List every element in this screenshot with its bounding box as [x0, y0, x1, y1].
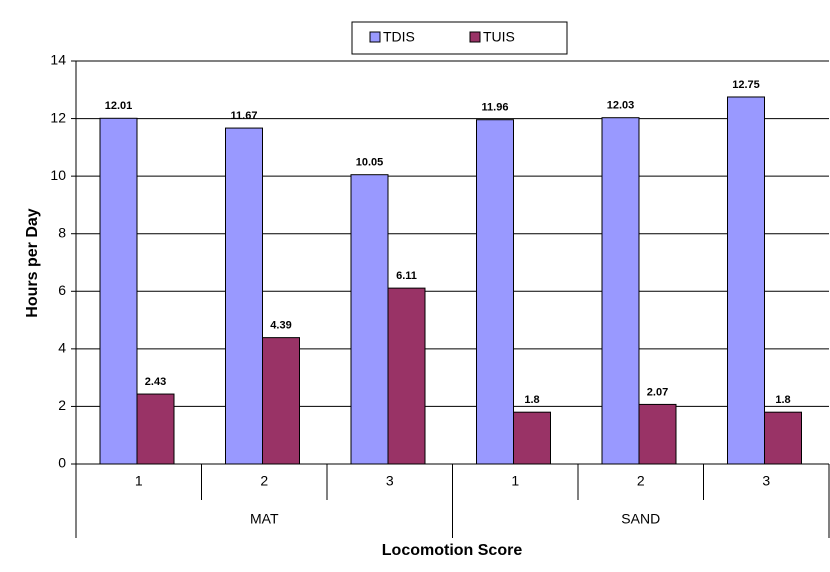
- value-label: 6.11: [396, 270, 417, 282]
- group-label: SAND: [621, 511, 660, 527]
- x-tick-label: 3: [386, 473, 394, 489]
- value-label: 12.03: [607, 100, 635, 112]
- value-label: 12.75: [732, 79, 760, 91]
- x-tick-label: 1: [511, 473, 519, 489]
- y-axis-title: Hours per Day: [24, 208, 41, 317]
- y-tick-label: 8: [58, 224, 66, 240]
- bar: [638, 403, 677, 465]
- x-tick-label: 3: [762, 473, 770, 489]
- x-tick-label: 2: [637, 473, 645, 489]
- bar: [99, 117, 138, 465]
- bar: [476, 119, 514, 465]
- bar: [513, 411, 551, 465]
- value-label: 2.43: [145, 376, 166, 388]
- bar: [225, 127, 263, 465]
- y-tick-label: 4: [58, 340, 66, 356]
- y-tick-label: 12: [50, 109, 66, 125]
- value-label: 1.8: [524, 394, 539, 406]
- group-label: MAT: [250, 511, 279, 527]
- legend-swatch: [469, 31, 481, 43]
- bar: [727, 96, 765, 465]
- bar: [262, 337, 300, 465]
- y-tick-label: 14: [50, 52, 66, 68]
- bar: [387, 287, 426, 465]
- bar: [601, 117, 640, 465]
- legend-label: TUIS: [483, 29, 515, 45]
- value-label: 4.39: [270, 320, 291, 332]
- bar: [764, 411, 802, 465]
- value-label: 2.07: [647, 386, 668, 398]
- legend-swatch: [369, 31, 381, 43]
- x-tick-label: 2: [260, 473, 268, 489]
- legend-label: TDIS: [383, 29, 415, 45]
- bar: [136, 393, 175, 465]
- y-tick-label: 10: [50, 167, 66, 183]
- value-label: 1.8: [775, 394, 790, 406]
- value-label: 10.05: [356, 157, 384, 169]
- legend-box: [351, 21, 568, 55]
- bar: [350, 174, 389, 465]
- x-tick-label: 1: [135, 473, 143, 489]
- y-tick-label: 0: [58, 455, 66, 471]
- value-label: 11.67: [231, 110, 258, 122]
- value-label: 11.96: [482, 102, 509, 114]
- y-tick-label: 6: [58, 282, 66, 298]
- y-tick-label: 2: [58, 397, 66, 413]
- value-label: 12.01: [105, 100, 133, 112]
- x-axis-title: Locomotion Score: [382, 542, 523, 559]
